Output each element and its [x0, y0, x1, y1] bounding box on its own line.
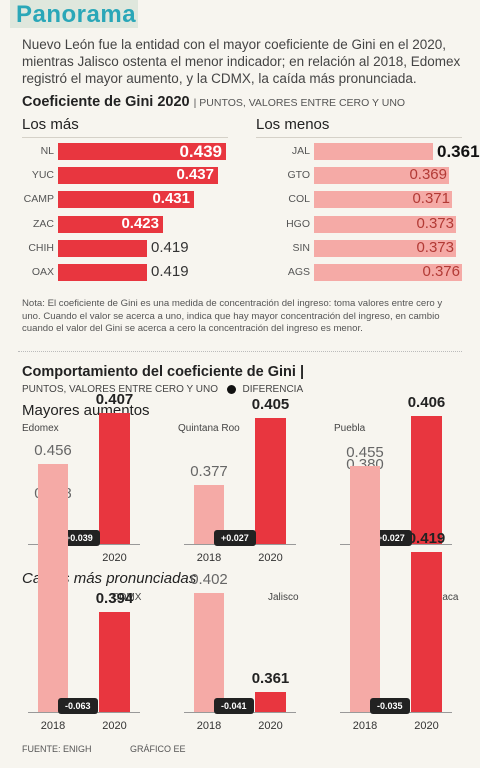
top-group-label: Los más [22, 116, 79, 133]
bottom-group-label: Los menos [256, 116, 330, 133]
top-cat-nl: NL [40, 145, 54, 157]
value-oaxaca-2018: 0.455 [346, 444, 384, 461]
bar-cdmx-2020 [99, 612, 130, 712]
top-cat-camp: CAMP [23, 193, 54, 206]
bottom-value-gto: 0.369 [409, 166, 447, 184]
bar-oaxaca-2020 [411, 552, 442, 712]
top-cat-zac: ZAC [33, 217, 54, 230]
difference-badge-cdmx: -0.063 [58, 698, 98, 714]
top-bar-chih [58, 239, 147, 257]
chart-title-puebla: Puebla [334, 423, 366, 434]
bar-oaxaca-2018 [350, 466, 380, 712]
value-jalisco-2018: 0.402 [190, 571, 228, 588]
bottom-cat-col: COL [288, 193, 310, 206]
difference-legend-dot [226, 384, 236, 394]
section1-title-text: Coeficiente de Gini 2020 [22, 94, 190, 110]
bar-edomex-2020 [99, 413, 130, 544]
top-cat-yuc: YUC [31, 169, 54, 182]
section1-title: Coeficiente de Gini 2020 | PUNTOS, VALOR… [22, 94, 405, 110]
value-edomex-2020: 0.407 [95, 391, 134, 408]
bottom-cat-hgo: HGO [286, 217, 310, 230]
top-cat-oax: OAX [31, 266, 54, 278]
year-cdmx-2020: 2020 [102, 720, 127, 732]
bottom-bar-hgo [314, 215, 456, 233]
bottom-bar-gto [314, 167, 449, 185]
value-puebla-2020: 0.406 [407, 394, 446, 411]
top-bar-oax [58, 264, 147, 281]
gini-note: Nota: El coeficiente de Gini es una medi… [22, 298, 443, 335]
difference-badge-quintana-roo: +0.027 [214, 530, 256, 546]
value-quintana-roo-2018: 0.377 [190, 463, 228, 480]
year-jalisco-2018: 2018 [196, 720, 222, 732]
difference-badge-puebla: +0.027 [370, 530, 412, 546]
bottom-value-hgo: 0.373 [416, 214, 454, 232]
bar-jalisco-2018 [194, 593, 224, 712]
value-quintana-roo-2020: 0.405 [251, 396, 290, 413]
bottom-bar-jal [314, 143, 433, 160]
top-bar-yuc [58, 167, 218, 185]
value-oaxaca-2020: 0.419 [407, 530, 446, 547]
chart-title-jalisco: Jalisco [268, 592, 299, 603]
section2-title: Comportamiento del coeficiente de Gini | [22, 364, 305, 380]
chart-title-quintana-roo: Quintana Roo [178, 423, 240, 434]
credit-label: GRÁFICO EE [130, 744, 186, 754]
intro-text: Nuevo León fue la entidad con el mayor c… [22, 37, 461, 86]
year-quintana-roo-2018: 2018 [196, 552, 222, 564]
year-cdmx-2018: 2018 [40, 720, 66, 732]
top-bar-zac [58, 215, 163, 233]
bottom-bar-col [314, 191, 452, 209]
section2-subtitle-row: PUNTOS, VALORES ENTRE CERO Y UNO DIFEREN… [22, 384, 303, 395]
top-bar-camp [58, 191, 194, 209]
top-bar-nl [58, 143, 226, 160]
top-value-nl: 0.439 [179, 142, 222, 161]
value-cdmx-2018: 0.456 [34, 442, 72, 459]
bar-cdmx-2018 [38, 464, 68, 712]
bar-jalisco-2020 [255, 692, 286, 712]
bottom-value-ags: 0.376 [422, 263, 460, 280]
source-label: FUENTE: ENIGH [22, 744, 92, 754]
year-edomex-2020: 2020 [102, 552, 127, 564]
year-quintana-roo-2020: 2020 [258, 552, 283, 564]
chart-title-edomex: Edomex [22, 423, 59, 434]
difference-badge-oaxaca: -0.035 [370, 698, 410, 714]
bottom-value-col: 0.371 [412, 190, 450, 208]
difference-badge-edomex: +0.039 [58, 530, 100, 546]
bottom-group-rule [256, 137, 462, 138]
title-band [10, 0, 138, 28]
bottom-cat-gto: GTO [287, 169, 310, 182]
page-title: Panorama [16, 1, 137, 28]
difference-badge-jalisco: -0.041 [214, 698, 254, 714]
top-cat-chih: CHIH [28, 241, 54, 254]
top-value-camp: 0.431 [152, 190, 190, 208]
top-group-rule [22, 137, 228, 138]
bottom-bar-sin [314, 239, 456, 257]
section2-subtitle: PUNTOS, VALORES ENTRE CERO Y UNO [22, 384, 218, 395]
value-cdmx-2020: 0.394 [95, 590, 134, 607]
section-divider [18, 351, 462, 352]
year-jalisco-2020: 2020 [258, 720, 283, 732]
year-oaxaca-2018: 2018 [352, 720, 378, 732]
bottom-cat-jal: JAL [291, 145, 310, 157]
bar-quintana-roo-2020 [255, 418, 286, 544]
top-value-oax: 0.419 [151, 263, 189, 280]
top-value-chih: 0.419 [151, 238, 189, 256]
bar-puebla-2020 [411, 416, 442, 544]
bottom-cat-sin: SIN [292, 241, 310, 254]
value-jalisco-2020: 0.361 [251, 670, 290, 687]
bottom-bar-ags [314, 264, 462, 281]
bottom-cat-ags: AGS [287, 266, 310, 278]
top-value-zac: 0.423 [121, 214, 159, 232]
bottom-value-jal: 0.361 [437, 142, 480, 161]
chart-title-cdmx: CDMX [112, 592, 142, 603]
bottom-value-sin: 0.373 [416, 238, 454, 256]
year-oaxaca-2020: 2020 [414, 720, 439, 732]
top-value-yuc: 0.437 [176, 166, 214, 184]
section1-subtitle: | PUNTOS, VALORES ENTRE CERO Y UNO [193, 97, 406, 109]
difference-legend-label: DIFERENCIA [242, 384, 304, 395]
